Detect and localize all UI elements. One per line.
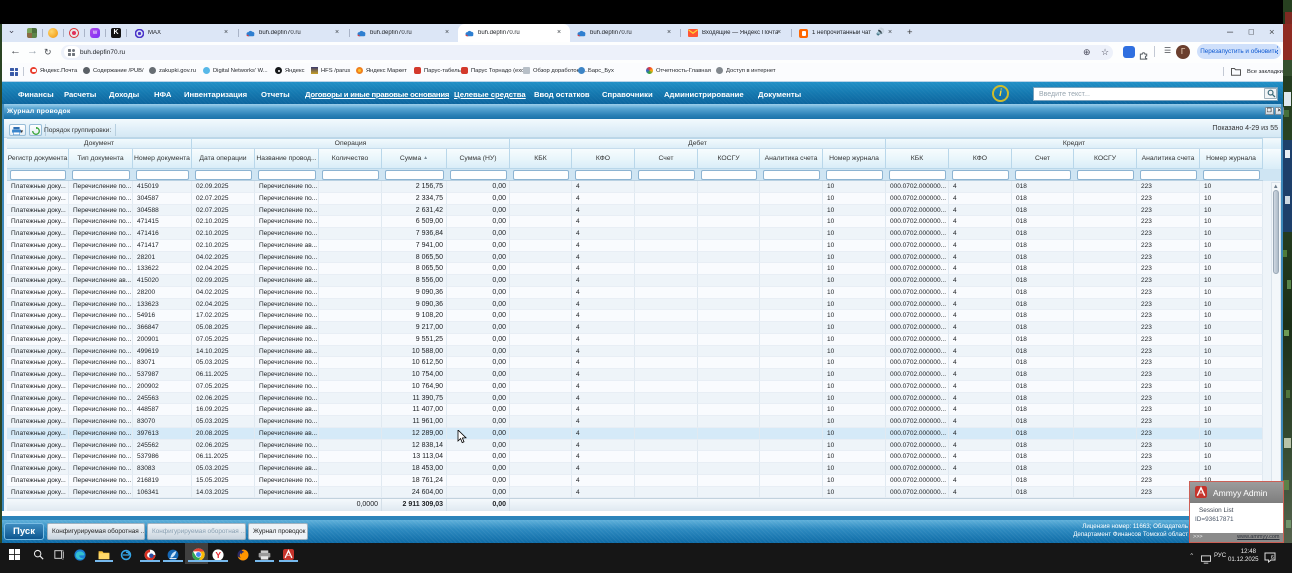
svg-text:Y: Y [215, 550, 221, 560]
